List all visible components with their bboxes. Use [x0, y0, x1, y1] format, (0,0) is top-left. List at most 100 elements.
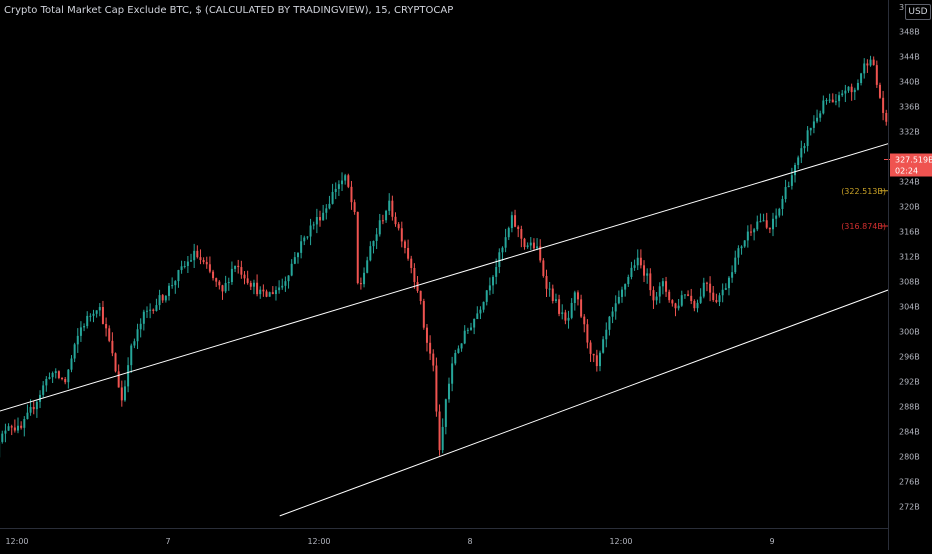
candle-body — [659, 286, 661, 296]
candle-body — [574, 292, 576, 303]
candle-body — [77, 336, 79, 344]
candle-body — [851, 87, 853, 92]
candle-body — [571, 303, 573, 318]
candle-body — [608, 317, 610, 330]
candle-body — [514, 215, 516, 227]
candle-body — [231, 269, 233, 282]
candle-body — [461, 343, 463, 348]
candle-body — [215, 278, 217, 282]
candle-body — [325, 208, 327, 212]
price-axis-tick: 336B — [899, 103, 920, 112]
price-axis[interactable]: 272B276B280B284B288B292B296B300B304B308B… — [884, 0, 932, 550]
candle-body — [671, 300, 673, 303]
candle-body — [599, 353, 601, 366]
candle-body — [382, 220, 384, 221]
candle-body — [429, 343, 431, 354]
candle-body — [822, 101, 824, 114]
candle-body — [199, 257, 201, 260]
candle-body — [212, 272, 214, 278]
candle-body — [580, 299, 582, 316]
candle-body — [445, 399, 447, 427]
candle-body — [4, 431, 6, 434]
candle-body — [825, 100, 827, 101]
candle-body — [602, 339, 604, 352]
price-axis-tick: 324B — [899, 178, 920, 187]
candle-body — [322, 213, 324, 221]
candle-body — [662, 281, 664, 286]
candle-body — [266, 291, 268, 296]
currency-button[interactable]: USD — [905, 4, 931, 20]
candle-body — [517, 227, 519, 229]
candle-body — [750, 232, 752, 233]
candle-body — [523, 239, 525, 247]
candle-body — [398, 224, 400, 228]
channel-line[interactable] — [280, 75, 932, 516]
candle-body — [354, 202, 356, 212]
price-axis-tick: 284B — [899, 428, 920, 437]
candle-body — [819, 113, 821, 117]
candle-body — [479, 310, 481, 314]
candle-body — [476, 313, 478, 319]
candle-body — [70, 359, 72, 370]
candle-body — [133, 341, 135, 345]
channel-layer — [0, 10, 932, 516]
candle-body — [876, 65, 878, 85]
candle-body — [14, 427, 16, 430]
candle-body — [218, 282, 220, 286]
candle-body — [177, 270, 179, 281]
candle-body — [785, 187, 787, 199]
candle-body — [206, 262, 208, 264]
candle-body — [36, 402, 38, 409]
channel-line[interactable] — [0, 10, 932, 416]
candle-body — [568, 318, 570, 321]
candle-body — [564, 312, 566, 320]
candle-body — [744, 240, 746, 246]
candle-body — [844, 91, 846, 94]
candle-body — [420, 291, 422, 301]
time-axis-tick: 7 — [165, 537, 170, 546]
candle-body — [146, 311, 148, 312]
candle-body — [536, 246, 538, 248]
candle-body — [209, 264, 211, 271]
candle-body — [316, 217, 318, 224]
candle-body — [442, 427, 444, 450]
candle-body — [225, 283, 227, 291]
candle-body — [115, 353, 117, 371]
candle-body — [841, 93, 843, 95]
candle-body — [803, 146, 805, 148]
candle-body — [555, 299, 557, 301]
candle-body — [99, 307, 101, 310]
candle-body — [55, 371, 57, 373]
candle-body — [244, 275, 246, 279]
candle-body — [165, 296, 167, 300]
candle-body — [863, 63, 865, 73]
candle-body — [728, 278, 730, 288]
candle-body — [687, 294, 689, 295]
candle-body — [357, 212, 359, 283]
candle-body — [306, 237, 308, 238]
candle-body — [706, 283, 708, 284]
candle-body — [130, 346, 132, 366]
candle-body — [247, 278, 249, 283]
candle-body — [870, 60, 872, 66]
candle-body — [788, 186, 790, 187]
chart-title: Crypto Total Market Cap Exclude BTC, $ (… — [4, 5, 453, 16]
candle-body — [527, 245, 529, 247]
candle-body — [866, 63, 868, 65]
candle-body — [1, 434, 3, 442]
price-axis-tick: 304B — [899, 303, 920, 312]
candle-body — [596, 355, 598, 366]
candle-body — [111, 341, 113, 353]
candle-body — [174, 281, 176, 285]
price-axis-tick: 348B — [899, 28, 920, 37]
candle-body — [737, 248, 739, 257]
candle-body — [162, 295, 164, 300]
candle-body — [423, 301, 425, 328]
candle-body — [665, 281, 667, 292]
candle-body — [376, 234, 378, 241]
candle-body — [725, 288, 727, 290]
candle-body — [813, 121, 815, 127]
